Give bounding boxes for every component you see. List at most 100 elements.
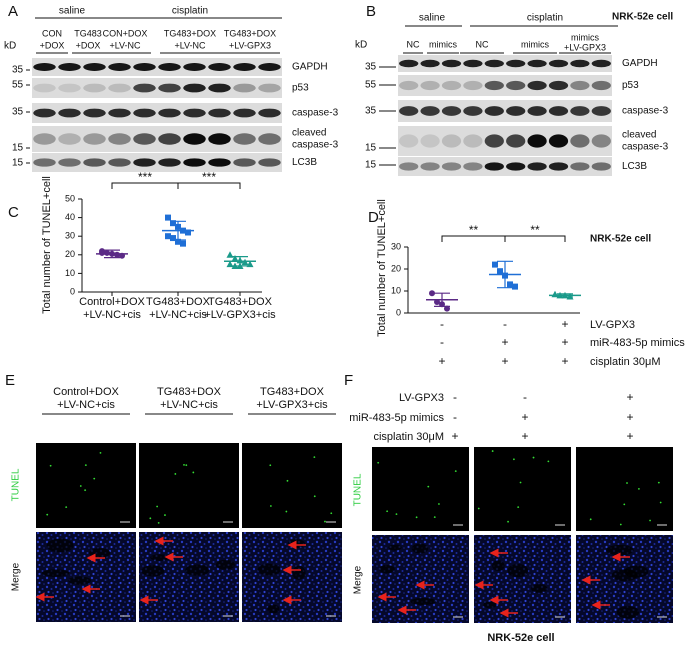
condition-sign: + [561, 335, 568, 349]
column-label: +LV-GPX3+cis [256, 399, 328, 411]
blot-band [258, 158, 281, 167]
tunel-signal [49, 464, 52, 467]
blot-band [506, 162, 526, 171]
blot-band [591, 59, 611, 68]
panel-label: D [368, 209, 379, 226]
condition-label: LV-GPX3 [590, 319, 635, 331]
blot-strip [32, 58, 282, 76]
blot-strip [32, 103, 282, 123]
condition-sign: - [453, 390, 457, 404]
blot-band [133, 63, 156, 71]
blot-band [463, 106, 483, 116]
marker-size: 15 [365, 143, 377, 154]
blot-band [463, 134, 483, 148]
tunel-signal [547, 460, 550, 463]
merge-dark [287, 539, 305, 549]
marker-size: 15 [12, 158, 24, 169]
tunel-signal [185, 464, 188, 467]
tunel-image [242, 443, 342, 528]
tunel-signal [157, 521, 160, 524]
data-point [99, 249, 105, 256]
blot-band [183, 63, 206, 71]
protein-label: p53 [622, 80, 639, 91]
condition-sign: + [438, 354, 445, 368]
lane-label: TG483+DOX [164, 28, 216, 38]
tunel-signal [438, 503, 440, 505]
merge-dark [89, 548, 111, 559]
blot-band [591, 106, 611, 116]
data-point [226, 251, 234, 258]
blot-band [420, 134, 440, 148]
data-point [170, 220, 176, 227]
column-label: TG483+DOX [260, 386, 325, 398]
y-tick-label: 20 [391, 263, 401, 273]
data-point [175, 238, 181, 245]
lane-label: +DOX [40, 40, 65, 50]
tunel-signal [659, 501, 662, 504]
tunel-signal [330, 512, 333, 515]
merge-dark [292, 565, 306, 580]
tunel-signal [491, 450, 494, 452]
blot-band [258, 108, 281, 118]
significance-label: ** [530, 223, 540, 237]
blot-band [441, 59, 462, 68]
blot-band [570, 59, 590, 68]
row-label: TUNEL [353, 473, 364, 506]
blot-band [158, 133, 181, 145]
data-point [226, 260, 234, 268]
condition-sign: - [503, 317, 507, 331]
blot-band [258, 83, 281, 93]
blot-band [208, 133, 231, 145]
data-point [566, 293, 574, 300]
tunel-signal [164, 514, 166, 516]
blot-band [548, 106, 569, 116]
tunel-signal [65, 506, 68, 509]
merge-dark [68, 576, 91, 585]
merge-dark [507, 564, 529, 578]
marker-size: 55 [12, 80, 24, 91]
tunel-image [576, 447, 673, 531]
condition-sign: + [521, 410, 528, 424]
column-label: Control+DOX [53, 386, 119, 398]
blot-band [208, 63, 231, 71]
blot-band [108, 83, 131, 93]
condition-sign: + [626, 429, 633, 443]
marker-size: 15 [365, 160, 377, 171]
condition-label: LV-GPX3 [399, 392, 444, 404]
lane-label: +LV-NC [174, 40, 206, 50]
blot-band [33, 83, 56, 93]
blot-band [420, 162, 440, 171]
tunel-signal [415, 516, 418, 519]
condition-sign: + [561, 354, 568, 368]
lane-label: +LV-NC [109, 40, 141, 50]
data-point [444, 305, 450, 312]
blot-band [58, 83, 81, 93]
blot-band [399, 59, 419, 68]
significance-label: ** [469, 223, 479, 237]
tunel-signal [649, 519, 651, 522]
group-label: saline [59, 6, 86, 17]
blot-band [183, 133, 206, 145]
blot-band [83, 63, 106, 71]
blot-band [527, 59, 547, 68]
significance-label: *** [138, 170, 152, 184]
tunel-signal [477, 507, 480, 510]
tunel-signal [269, 464, 272, 467]
marker-size: 35 [365, 106, 377, 117]
condition-sign: + [451, 429, 458, 443]
tunel-signal [623, 503, 626, 506]
cell-line: NRK-52e cell [487, 632, 554, 644]
blot-band [506, 59, 526, 68]
blot-band [133, 108, 156, 118]
y-tick-label: 0 [70, 286, 75, 296]
row-label: Merge [11, 562, 22, 591]
y-tick-label: 30 [65, 231, 75, 241]
blot-band [548, 80, 569, 91]
blot-band [208, 83, 231, 93]
blot-band [463, 162, 483, 171]
error-bar [434, 292, 450, 307]
blot-band [158, 83, 181, 93]
tunel-signal [99, 451, 102, 454]
data-point [246, 260, 254, 268]
blot-band [420, 59, 440, 68]
